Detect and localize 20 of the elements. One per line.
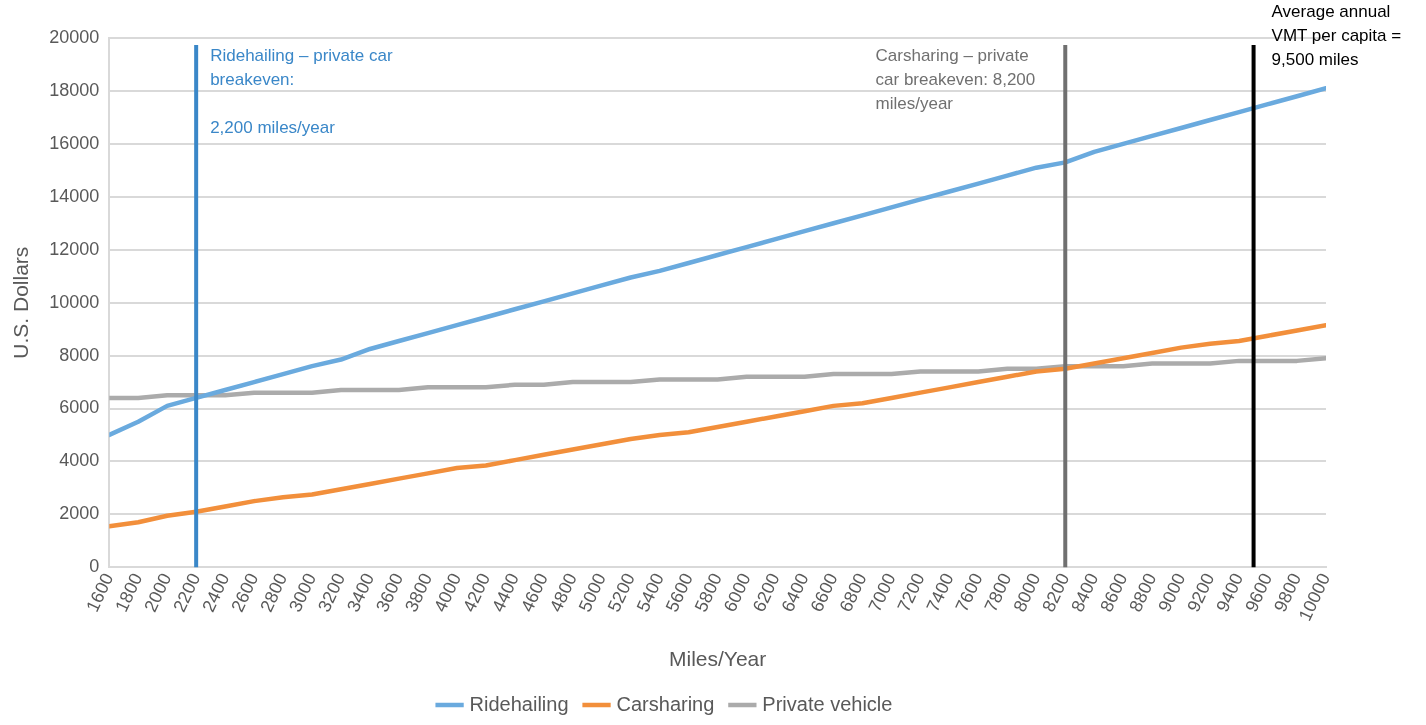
y-tick-label: 12000: [49, 238, 100, 259]
x-tick-label: 3800: [401, 570, 437, 615]
ref-line-label: Average annual VMT per capita = 9,500 miles: [1271, 2, 1402, 70]
y-tick-label: 0: [89, 556, 100, 577]
y-tick-label: 10000: [49, 291, 100, 312]
y-tick-label: 14000: [49, 185, 100, 206]
legend-label: Carsharing: [616, 692, 715, 715]
ref-line-label: Carsharing – private car breakeven: 8,200 miles/year: [875, 46, 1036, 114]
y-tick-label: 6000: [59, 397, 100, 418]
y-tick-label: 16000: [49, 132, 100, 153]
y-tick-label: 8000: [59, 344, 100, 365]
legend-label: Private vehicle: [762, 692, 893, 715]
y-axis-title: U.S. Dollars: [9, 246, 33, 359]
y-tick-label: 18000: [49, 79, 100, 100]
y-tick-label: 4000: [59, 450, 100, 471]
y-tick-label: 20000: [49, 26, 100, 47]
y-tick-label: 2000: [59, 503, 100, 524]
text: Ridehailing – private car breakeven: 2,200 miles/year: [210, 46, 393, 138]
legend-label: Ridehailing: [469, 692, 569, 715]
x-axis-title: Miles/Year: [668, 647, 767, 671]
